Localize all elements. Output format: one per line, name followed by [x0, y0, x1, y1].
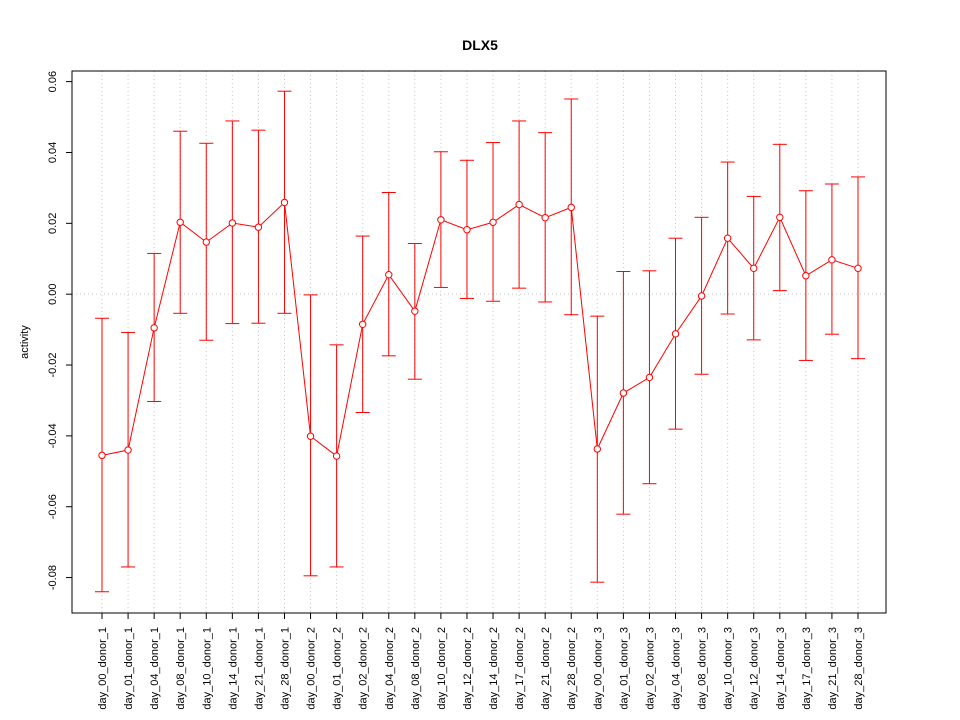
data-point — [489, 218, 497, 226]
data-point — [98, 451, 106, 460]
data-point — [280, 198, 289, 207]
x-tick-label: day_28_donor_3 — [853, 627, 865, 710]
x-tick-label: day_17_donor_3 — [801, 627, 813, 710]
y-tick-label: 0.02 — [47, 213, 59, 234]
x-tick-label: day_10_donor_2 — [436, 627, 448, 710]
x-tick-label: day_08_donor_1 — [175, 627, 187, 710]
x-tick-label: day_02_donor_2 — [358, 627, 370, 710]
x-tick-label: day_14_donor_2 — [488, 627, 500, 710]
data-point — [515, 200, 523, 209]
x-tick-label: day_14_donor_1 — [227, 627, 239, 710]
data-point — [854, 264, 862, 273]
x-tick-label: day_01_donor_2 — [332, 627, 344, 710]
x-tick-label: day_04_donor_2 — [384, 627, 396, 710]
data-point — [385, 270, 393, 279]
x-tick-label: day_02_donor_3 — [644, 627, 656, 710]
data-point — [541, 213, 549, 222]
y-tick-label: -0.06 — [47, 494, 59, 519]
x-tick-label: day_12_donor_2 — [462, 627, 474, 710]
x-tick-label: day_00_donor_3 — [592, 627, 604, 710]
data-point — [202, 238, 210, 246]
data-point — [437, 216, 445, 224]
data-point — [332, 452, 341, 460]
data-point — [619, 389, 628, 397]
x-tick-label: day_14_donor_3 — [775, 627, 787, 710]
y-tick-label: 0.06 — [47, 71, 59, 92]
data-point — [593, 445, 602, 453]
data-point — [645, 373, 654, 382]
x-tick-label: day_21_donor_2 — [540, 627, 552, 710]
y-axis-label: activity — [19, 325, 31, 359]
data-point — [697, 292, 706, 300]
plot-frame — [71, 70, 887, 614]
data-point — [254, 223, 263, 231]
data-point — [306, 432, 315, 440]
data-point — [750, 264, 758, 273]
y-tick-label: -0.04 — [47, 423, 59, 448]
series — [95, 90, 865, 593]
data-point — [358, 320, 367, 328]
data-point — [671, 330, 680, 338]
x-tick-label: day_21_donor_3 — [827, 627, 839, 710]
grid — [101, 71, 859, 613]
data-point — [150, 324, 158, 332]
x-tick-label: day_28_donor_2 — [566, 627, 578, 710]
data-point — [567, 203, 575, 212]
y-tick-label: -0.08 — [47, 565, 59, 590]
data-point — [124, 446, 132, 454]
data-point — [723, 234, 732, 242]
y-tick-label: 0.04 — [47, 142, 59, 163]
x-tick-label: day_04_donor_1 — [149, 627, 161, 710]
data-point — [802, 272, 810, 280]
x-tick-label: day_00_donor_2 — [306, 627, 318, 710]
x-tick-label: day_08_donor_2 — [410, 627, 422, 710]
data-point — [228, 219, 237, 227]
x-tick-label: day_10_donor_1 — [201, 627, 213, 710]
x-tick-label: day_17_donor_2 — [514, 627, 526, 710]
y-tick-label: -0.02 — [47, 352, 59, 377]
data-point — [776, 213, 784, 222]
x-tick-label: day_08_donor_3 — [697, 627, 709, 710]
data-point — [411, 307, 419, 315]
data-point — [463, 226, 471, 234]
data-point — [176, 218, 184, 226]
x-tick-label: day_01_donor_3 — [618, 627, 630, 710]
x-tick-label: day_10_donor_3 — [723, 627, 735, 710]
x-axis: day_00_donor_1 day_01_donor_1 day_04_donor… — [97, 612, 865, 710]
x-tick-label: day_04_donor_3 — [671, 627, 683, 710]
x-tick-label: day_00_donor_1 — [97, 627, 109, 710]
x-tick-label: day_12_donor_3 — [749, 627, 761, 710]
y-tick-label: 0.00 — [47, 283, 59, 304]
x-tick-label: day_01_donor_1 — [123, 627, 135, 710]
x-tick-label: day_21_donor_1 — [253, 627, 265, 710]
y-axis: -0.08 -0.06 -0.04 -0.02 0.00 0.02 0.04 0.06 — [47, 71, 72, 590]
chart-title: DLX5 — [462, 37, 498, 53]
series-line — [101, 201, 859, 457]
data-point — [828, 256, 836, 264]
x-tick-label: day_28_donor_1 — [279, 627, 291, 710]
